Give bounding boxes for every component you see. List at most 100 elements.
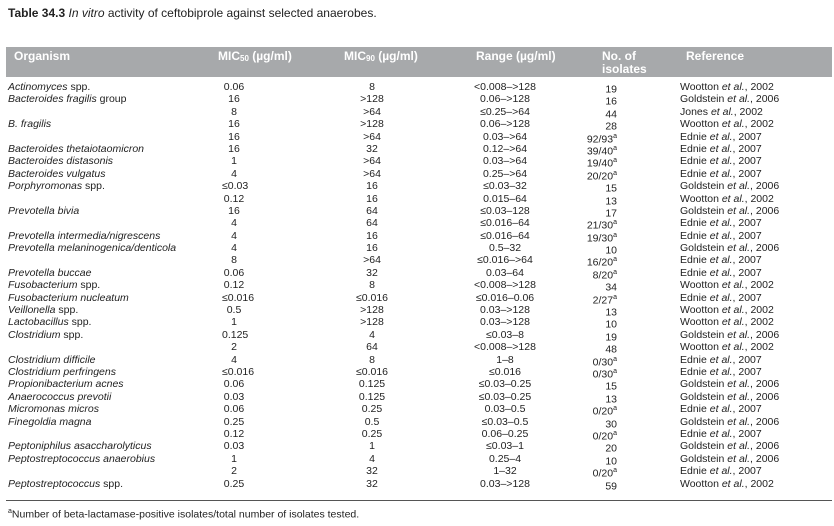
reference-etal: et al. xyxy=(727,180,751,193)
isolates-value: 44 xyxy=(605,108,617,121)
reference-year: , 2007 xyxy=(732,155,762,168)
reference-author: Goldstein xyxy=(680,180,728,193)
mic90-cell: 4 xyxy=(369,452,375,465)
isolates-cell: 34 xyxy=(570,279,617,294)
reference-year: , 2007 xyxy=(732,229,762,242)
mic90-cell: >128 xyxy=(360,304,384,317)
reference-author: Goldstein xyxy=(680,204,728,217)
reference-etal: et al. xyxy=(727,452,751,465)
mic50-cell: 0.25 xyxy=(223,477,245,490)
isolates-value: 92/93 xyxy=(586,133,614,146)
reference-cell: Ednie et al., 2007 xyxy=(680,292,762,304)
range-cell: 0.06–>128 xyxy=(480,118,530,131)
isolates-footnote-mark: a xyxy=(613,132,617,140)
reference-cell: Ednie et al., 2007 xyxy=(680,230,762,242)
mic50-cell: 1 xyxy=(231,316,237,329)
reference-year: , 2002 xyxy=(744,316,774,329)
table-row: Finegoldia magna 0.25 0.5 ≤0.03–0.5 30 Goldst… xyxy=(0,415,834,431)
mic50-cell: ≤0.016 xyxy=(222,291,255,304)
table-row: 0.12 0.25 0.06–0.25 0/20a Ednie et al., 2007 xyxy=(0,427,834,443)
reference-author: Ednie xyxy=(680,403,710,416)
isolates-cell: 15 xyxy=(570,180,617,195)
mic50-prefix: MIC xyxy=(218,49,240,63)
reference-cell: Ednie et al., 2007 xyxy=(680,155,762,167)
organism-name: Clostridium xyxy=(8,328,61,341)
reference-etal: et al. xyxy=(709,167,733,180)
isolates-cell: 10 xyxy=(570,453,617,467)
mic90-cell: 32 xyxy=(366,266,378,279)
isolates-footnote-mark: a xyxy=(613,355,617,363)
table-row: 0.12 16 0.015–64 13 Wootton et al., 2002 xyxy=(0,192,834,208)
header-organism: Organism xyxy=(14,49,71,63)
header-reference: Reference xyxy=(686,49,745,63)
caption-text: activity of ceftobiprole against selecte… xyxy=(104,6,377,20)
reference-year: , 2006 xyxy=(750,204,780,217)
isolates-value: 13 xyxy=(605,306,617,319)
reference-etal: et al. xyxy=(727,93,751,106)
isolates-value: 0/20 xyxy=(592,430,614,443)
reference-cell: Goldstein et al., 2006 xyxy=(680,180,779,192)
isolates-value: 13 xyxy=(605,393,617,406)
isolates-cell: 0/20a xyxy=(570,428,617,443)
reference-author: Wootton xyxy=(680,118,722,131)
mic50-unit: (µg/ml) xyxy=(248,49,292,63)
isolates-value: 0/30 xyxy=(592,356,614,369)
reference-cell: Goldstein et al., 2006 xyxy=(680,378,779,390)
reference-author: Ednie xyxy=(680,427,710,440)
organism-name: Bacteroides vulgatus xyxy=(8,167,106,180)
reference-author: Wootton xyxy=(680,304,722,317)
reference-author: Goldstein xyxy=(680,242,728,255)
range-cell: 0.25–4 xyxy=(488,452,522,465)
reference-year: , 2007 xyxy=(732,142,762,155)
isolates-cell: 10 xyxy=(570,242,617,257)
reference-author: Wootton xyxy=(680,477,722,490)
isolates-value: 39/40 xyxy=(586,145,614,158)
range-cell: ≤0.016–0.06 xyxy=(475,291,535,304)
mic90-cell: >128 xyxy=(360,93,384,106)
mic90-cell: >64 xyxy=(363,254,381,267)
isolates-cell: 19/40a xyxy=(570,155,617,170)
isolates-value: 48 xyxy=(605,343,617,356)
organism-name: Fusobacterium nucleatum xyxy=(8,291,129,304)
reference-cell: Jones et al., 2002 xyxy=(680,106,763,118)
reference-etal: et al. xyxy=(727,440,751,453)
reference-year: , 2006 xyxy=(750,328,780,341)
mic50-cell: 0.06 xyxy=(223,403,245,416)
organism-name: Prevotella intermedia/nigrescens xyxy=(8,229,161,242)
reference-author: Ednie xyxy=(680,291,710,304)
mic90-cell: 0.25 xyxy=(361,403,383,416)
isolates-value: 20 xyxy=(605,442,617,455)
organism-cell: Finegoldia magna xyxy=(8,416,91,428)
reference-author: Ednie xyxy=(680,130,710,143)
organism-cell: Prevotella melaninogenica/denticola xyxy=(8,242,176,254)
isolates-cell: 44 xyxy=(570,106,617,121)
isolates-value: 19/40 xyxy=(586,157,614,170)
isolates-cell: 0/20a xyxy=(570,465,617,480)
organism-suffix: spp. xyxy=(68,316,92,329)
mic90-cell: 64 xyxy=(366,204,378,217)
mic50-cell: 4 xyxy=(231,229,237,242)
range-cell: ≤0.03–0.5 xyxy=(481,415,529,428)
range-cell: 0.015–64 xyxy=(483,192,527,205)
reference-author: Ednie xyxy=(680,155,710,168)
isolates-value: 19/30 xyxy=(586,232,614,245)
organism-suffix: spp. xyxy=(100,477,123,490)
isolates-cell: 28 xyxy=(570,118,617,133)
mic90-cell: >64 xyxy=(363,167,381,180)
mic90-cell: 0.125 xyxy=(358,390,386,403)
isolates-value: 8/20 xyxy=(592,269,614,282)
mic90-cell: 8 xyxy=(369,279,375,292)
isolates-footnote-mark: a xyxy=(613,429,617,437)
reference-year: , 2007 xyxy=(732,427,762,440)
table-body: Actinomyces spp. 0.06 8 <0.008–>128 19 Wootto… xyxy=(0,81,834,492)
footnote: aNumber of beta-lactamase-positive isola… xyxy=(8,508,359,521)
table-row: 2 32 1–32 0/20a Ednie et al., 2007 xyxy=(0,465,834,480)
organism-name: Fusobacterium xyxy=(8,279,78,292)
footnote-text: Number of beta-lactamase-positive isolat… xyxy=(11,508,360,521)
reference-author: Goldstein xyxy=(680,452,728,465)
mic50-cell: 1 xyxy=(231,452,237,465)
reference-author: Ednie xyxy=(680,254,710,267)
reference-author: Ednie xyxy=(680,266,710,279)
organism-cell: Lactobacillus spp. xyxy=(8,316,91,328)
reference-etal: et al. xyxy=(727,204,751,217)
